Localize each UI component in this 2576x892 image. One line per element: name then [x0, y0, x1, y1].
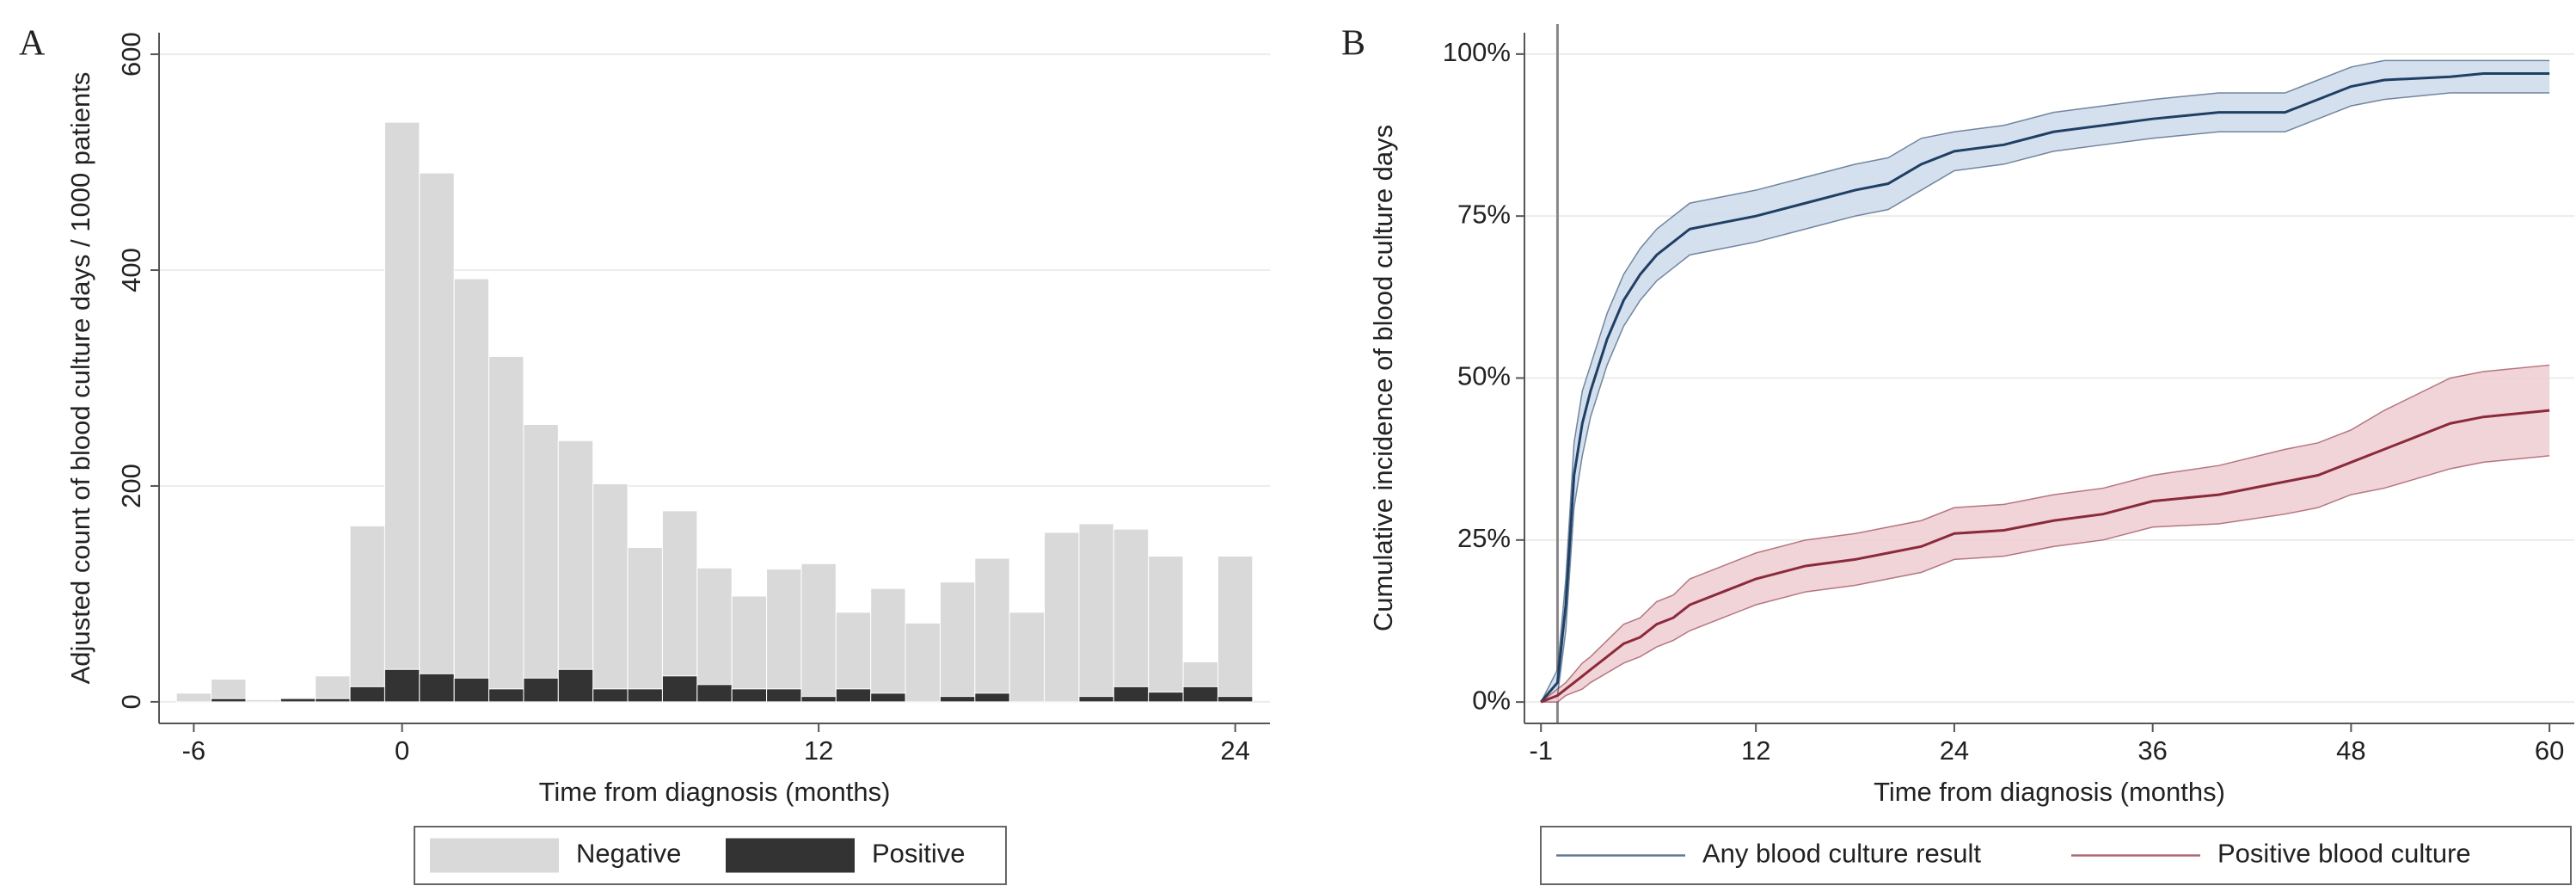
bar: [870, 587, 906, 703]
bar: [905, 622, 941, 703]
bar: [835, 688, 872, 703]
bar: [315, 698, 351, 703]
bar: [627, 546, 663, 703]
bar: [175, 692, 212, 703]
bar: [349, 686, 385, 703]
bar: [1217, 696, 1254, 703]
y-tick-label: 0: [116, 694, 146, 709]
bar: [731, 688, 768, 703]
bar: [419, 673, 455, 703]
x-tick-label: 60: [2535, 735, 2564, 766]
bar: [523, 677, 559, 703]
bar: [766, 569, 802, 703]
bar: [211, 698, 247, 703]
legend-label: Positive blood culture: [2217, 839, 2471, 869]
y-tick-label: 25%: [1457, 523, 1511, 553]
y-tick-label: 0%: [1472, 685, 1511, 715]
x-axis-label: Time from diagnosis (months): [1874, 777, 2225, 807]
bar: [661, 675, 698, 703]
bar: [453, 677, 490, 703]
bar: [939, 696, 976, 703]
x-tick-label: 12: [1741, 735, 1770, 766]
legend-label: Any blood culture result: [1702, 839, 1981, 869]
bar: [1148, 556, 1184, 703]
bar: [453, 278, 490, 703]
y-axis-label: Cumulative incidence of blood culture da…: [1368, 125, 1398, 631]
legend-label: Negative: [576, 839, 681, 869]
bar: [592, 688, 629, 703]
panel-label: B: [1341, 24, 1365, 64]
panel: B 0% 25% 50% 75% 100% -1 12 24 36 48 60 Time from di…: [1341, 24, 2574, 885]
bar: [1044, 532, 1080, 703]
bar: [627, 688, 663, 703]
bar: [661, 510, 698, 703]
bar: [1148, 692, 1184, 703]
panel: A 0 200 400 600 -6 0 12 24 Time from diagnosis (m…: [19, 24, 1270, 885]
bar: [1217, 556, 1254, 703]
bar: [383, 121, 420, 703]
bar: [349, 525, 385, 703]
y-axis-label: Adjusted count of blood culture days / 1…: [65, 72, 95, 685]
bar: [315, 675, 351, 703]
x-tick-label: 36: [2137, 735, 2167, 766]
bar: [488, 355, 524, 703]
bar: [279, 698, 316, 703]
y-tick-label: 400: [116, 248, 146, 292]
legend-swatch: [726, 838, 855, 873]
y-tick-label: 50%: [1457, 361, 1511, 391]
bar: [245, 698, 281, 703]
legend-box: [1540, 826, 2572, 885]
ci-line: [1540, 59, 2550, 703]
ci-line: [1540, 92, 2550, 703]
legend-label: Positive: [872, 839, 966, 869]
bar: [974, 557, 1010, 703]
bar: [557, 668, 594, 703]
bar: [939, 581, 976, 703]
bar: [1113, 528, 1150, 703]
x-tick-label: 48: [2336, 735, 2365, 766]
bar: [557, 440, 594, 703]
x-tick-label: 24: [1940, 735, 1969, 766]
ci-line: [1540, 364, 2550, 703]
bar: [800, 696, 837, 703]
y-tick-label: 200: [116, 464, 146, 508]
bar: [696, 567, 733, 703]
panel-label: A: [19, 24, 46, 64]
bar: [1078, 696, 1114, 703]
bar: [800, 563, 837, 703]
bar: [731, 595, 768, 703]
x-tick-label: -6: [182, 735, 206, 766]
ci-line: [1541, 455, 2550, 703]
legend-swatch: [430, 838, 559, 873]
x-axis-label: Time from diagnosis (months): [539, 777, 891, 807]
x-tick-label: -1: [1529, 735, 1553, 766]
bar: [835, 612, 872, 703]
bar: [211, 679, 247, 703]
bar: [523, 423, 559, 703]
x-tick-label: 0: [395, 735, 409, 766]
bar: [1113, 686, 1150, 703]
bar: [974, 692, 1010, 703]
x-tick-label: 24: [1220, 735, 1249, 766]
bar: [870, 692, 906, 703]
x-tick-label: 12: [804, 735, 833, 766]
bar: [1078, 523, 1114, 703]
bar: [383, 668, 420, 703]
bar: [766, 688, 802, 703]
ci-band: [1541, 365, 2550, 703]
y-tick-label: 75%: [1457, 199, 1511, 229]
y-tick-label: 600: [116, 32, 146, 77]
ci-band: [1541, 60, 2550, 703]
bar: [696, 684, 733, 703]
bar: [419, 172, 455, 703]
line: [1540, 409, 2550, 704]
y-tick-label: 100%: [1443, 37, 1511, 67]
bar: [1009, 612, 1046, 703]
bar: [488, 688, 524, 703]
line: [1540, 71, 2550, 704]
bar: [592, 483, 629, 703]
bar: [1182, 686, 1218, 703]
